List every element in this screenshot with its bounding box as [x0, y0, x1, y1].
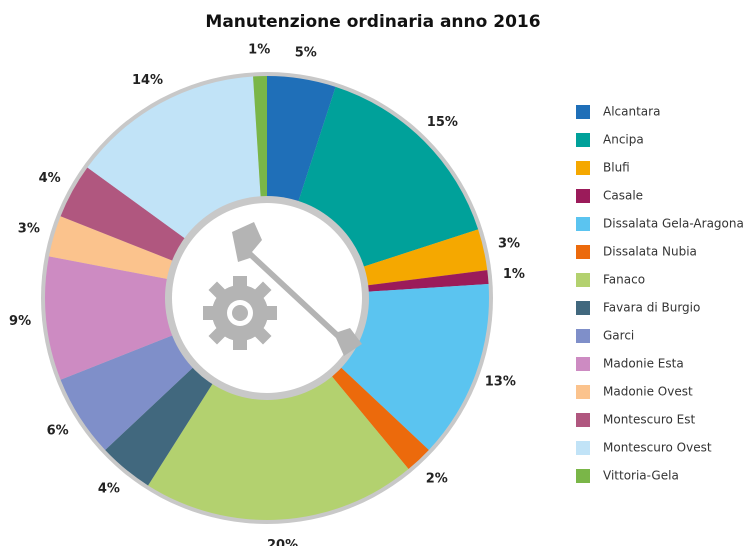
- legend-label: Madonie Esta: [603, 357, 684, 371]
- gear-teeth: [203, 276, 277, 350]
- legend-label: Alcantara: [603, 105, 660, 119]
- slice: [362, 229, 488, 286]
- legend-label: Favara di Burgio: [603, 301, 700, 315]
- value-label: 2%: [426, 471, 448, 486]
- chart-title: Manutenzione ordinaria anno 2016: [205, 12, 540, 32]
- value-label: 14%: [132, 73, 163, 88]
- slice: [148, 375, 409, 521]
- value-label: 5%: [295, 46, 317, 61]
- legend-label: Dissalata Gela-Aragona: [603, 217, 744, 231]
- slice: [267, 76, 336, 203]
- value-label: 4%: [98, 482, 120, 497]
- slice: [48, 216, 175, 280]
- legend-label: Dissalata Nubia: [603, 245, 697, 259]
- value-label: 9%: [9, 314, 31, 329]
- legend-swatch: [576, 301, 590, 315]
- icon: [203, 222, 362, 356]
- wrench: [232, 222, 362, 356]
- slice: [45, 256, 175, 380]
- slice: [60, 334, 195, 450]
- legend-swatch: [576, 245, 590, 259]
- value-label: 15%: [427, 115, 458, 130]
- legend-swatch: [576, 441, 590, 455]
- legend-label: Montescuro Ovest: [603, 441, 712, 455]
- slice: [330, 366, 429, 470]
- slice: [339, 284, 489, 450]
- legend-swatch: [576, 105, 590, 119]
- legend-swatch: [576, 273, 590, 287]
- gear-hub: [232, 305, 248, 321]
- value-label: 1%: [503, 267, 525, 282]
- legend-label: Madonie Ovest: [603, 385, 693, 399]
- legend-swatch: [576, 161, 590, 175]
- legend-label: Montescuro Est: [603, 413, 696, 427]
- value-label: 6%: [47, 423, 69, 438]
- legend-label: Vittoria-Gela: [603, 469, 679, 483]
- legend-label: Garci: [603, 329, 634, 343]
- legend-swatch: [576, 413, 590, 427]
- legend-swatch: [576, 189, 590, 203]
- slice: [60, 167, 187, 262]
- legend-swatch: [576, 385, 590, 399]
- value-label: 3%: [18, 221, 40, 236]
- hole: [172, 203, 362, 393]
- slice: [253, 76, 267, 199]
- legend-label: Blufi: [603, 161, 630, 175]
- legend-label: Fanaco: [603, 273, 645, 287]
- legend-label: Casale: [603, 189, 643, 203]
- value-label: 1%: [248, 43, 270, 58]
- legend-swatch: [576, 469, 590, 483]
- value-label: 3%: [498, 236, 520, 251]
- value-label: 4%: [39, 171, 61, 186]
- legend-swatch: [576, 133, 590, 147]
- slice: [105, 366, 214, 486]
- slice: [297, 86, 479, 268]
- legend-swatch: [576, 357, 590, 371]
- legend-swatch: [576, 329, 590, 343]
- legend-label: Ancipa: [603, 133, 644, 147]
- legend-swatch: [576, 217, 590, 231]
- slice: [87, 76, 261, 240]
- value-label: 13%: [485, 375, 516, 390]
- slice: [366, 270, 489, 292]
- slices: [45, 76, 489, 521]
- value-label: 20%: [267, 538, 298, 546]
